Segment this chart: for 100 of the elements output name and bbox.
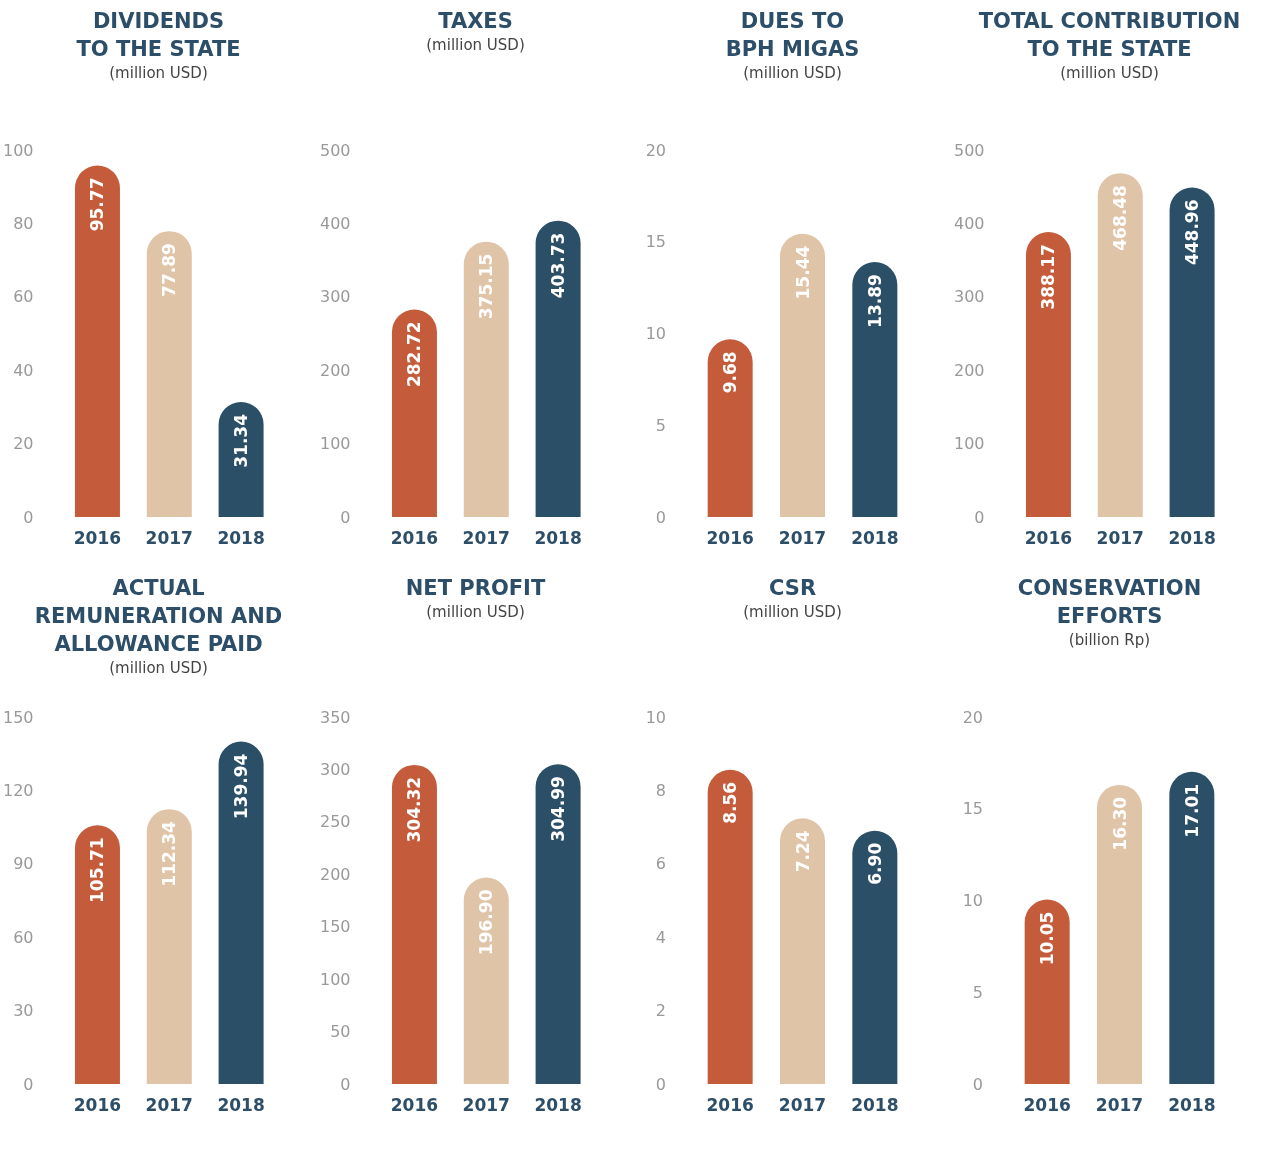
chart-subtitle: (million USD) (1060, 63, 1159, 82)
y-tick-label: 100 (319, 434, 351, 454)
data-label: 31.34 (231, 413, 252, 468)
data-label: 196.90 (476, 889, 497, 956)
y-tick-label: 0 (974, 507, 985, 527)
bar (535, 220, 581, 517)
bar (1024, 899, 1070, 1084)
chart-subtitle: (million USD) (426, 602, 525, 621)
data-label: 9.68 (720, 351, 741, 394)
y-tick-label: 150 (319, 917, 351, 937)
bar (218, 741, 264, 1084)
bar (1025, 232, 1071, 517)
x-tick-label: 2018 (1168, 1094, 1216, 1115)
y-tick-label: 300 (953, 287, 985, 307)
y-tick-label: 5 (972, 982, 983, 1002)
chart-subtitle: (million USD) (743, 602, 842, 621)
y-tick-label: 100 (2, 140, 34, 160)
y-tick-label: 2 (655, 1001, 666, 1021)
chart-title: NET PROFIT (405, 576, 546, 600)
y-tick-label: 500 (319, 140, 351, 160)
data-label: 375.15 (476, 253, 497, 320)
bar (780, 818, 825, 1084)
x-tick-label: 2018 (851, 1094, 899, 1115)
chart-title: CSR (768, 576, 817, 600)
data-label: 468.48 (1110, 185, 1131, 251)
y-tick-label: 150 (2, 707, 34, 727)
data-label: 95.77 (87, 177, 108, 232)
x-tick-label: 2016 (706, 527, 754, 548)
x-tick-label: 2016 (390, 527, 439, 548)
y-tick-label: 20 (962, 707, 983, 727)
x-tick-label: 2017 (145, 1094, 193, 1115)
bar (1169, 771, 1215, 1084)
bar (463, 241, 509, 517)
y-tick-label: 0 (23, 1074, 34, 1094)
bar (1169, 187, 1215, 517)
data-label: 10.05 (1037, 911, 1058, 966)
y-tick-label: 8 (655, 780, 666, 800)
y-tick-label: 15 (645, 232, 666, 252)
y-tick-label: 20 (13, 434, 34, 454)
x-tick-label: 2016 (390, 1094, 439, 1115)
data-label: 139.94 (231, 753, 252, 820)
chart-subtitle: (million USD) (743, 63, 842, 82)
x-tick-label: 2017 (778, 1094, 827, 1115)
y-tick-label: 300 (319, 287, 351, 307)
y-tick-label: 100 (953, 434, 985, 454)
x-tick-label: 2017 (1096, 527, 1144, 548)
data-label: 15.44 (792, 245, 813, 300)
x-tick-label: 2017 (1095, 1094, 1144, 1115)
y-tick-label: 300 (319, 759, 351, 779)
y-tick-label: 10 (962, 891, 983, 910)
y-tick-label: 30 (13, 1001, 34, 1021)
bar (707, 769, 753, 1084)
chart-subtitle: (billion Rp) (1068, 630, 1151, 649)
bar (852, 830, 898, 1084)
y-tick-label: 400 (319, 213, 351, 233)
x-tick-label: 2016 (706, 1094, 754, 1115)
y-tick-label: 120 (2, 780, 34, 800)
data-label: 8.56 (720, 781, 741, 824)
x-tick-label: 2017 (145, 527, 193, 548)
y-tick-label: 80 (13, 213, 34, 233)
data-label: 7.24 (792, 830, 813, 873)
y-tick-label: 60 (13, 927, 34, 947)
bar (391, 309, 437, 517)
y-tick-label: 0 (655, 507, 666, 527)
y-tick-label: 20 (645, 140, 666, 160)
bar (535, 764, 581, 1084)
bar (391, 764, 437, 1084)
x-tick-label: 2018 (217, 1094, 265, 1115)
x-tick-label: 2016 (1024, 527, 1073, 548)
bar (146, 809, 192, 1084)
data-label: 388.17 (1038, 244, 1059, 310)
y-tick-label: 5 (655, 415, 666, 435)
y-tick-label: 10 (645, 324, 666, 343)
bar (218, 401, 264, 517)
y-tick-label: 90 (13, 854, 34, 874)
data-label: 304.99 (548, 776, 569, 842)
bar (146, 231, 192, 517)
bar (74, 825, 120, 1084)
y-tick-label: 6 (655, 854, 666, 874)
y-tick-label: 200 (953, 360, 985, 380)
x-tick-label: 2017 (778, 527, 827, 548)
data-label: 112.34 (159, 820, 180, 887)
data-label: 448.96 (1182, 199, 1203, 266)
y-tick-label: 400 (953, 213, 985, 233)
data-label: 304.32 (404, 776, 425, 843)
y-tick-label: 500 (953, 140, 985, 160)
chart-subtitle: (million USD) (109, 63, 208, 82)
data-label: 16.30 (1109, 796, 1130, 851)
chart-title: TOTAL CONTRIBUTION TO THE STATE (978, 9, 1241, 61)
y-tick-label: 0 (340, 507, 351, 527)
y-tick-label: 0 (340, 1074, 351, 1094)
chart-title: DIVIDENDS TO THE STATE (76, 9, 241, 61)
y-tick-label: 350 (319, 707, 351, 727)
y-tick-label: 250 (319, 812, 351, 832)
chart-subtitle: (million USD) (426, 35, 525, 54)
y-tick-label: 0 (972, 1074, 983, 1094)
x-tick-label: 2016 (1023, 1094, 1071, 1115)
chart-subtitle: (million USD) (109, 658, 208, 677)
x-tick-label: 2017 (462, 1094, 510, 1115)
bar (463, 877, 509, 1084)
